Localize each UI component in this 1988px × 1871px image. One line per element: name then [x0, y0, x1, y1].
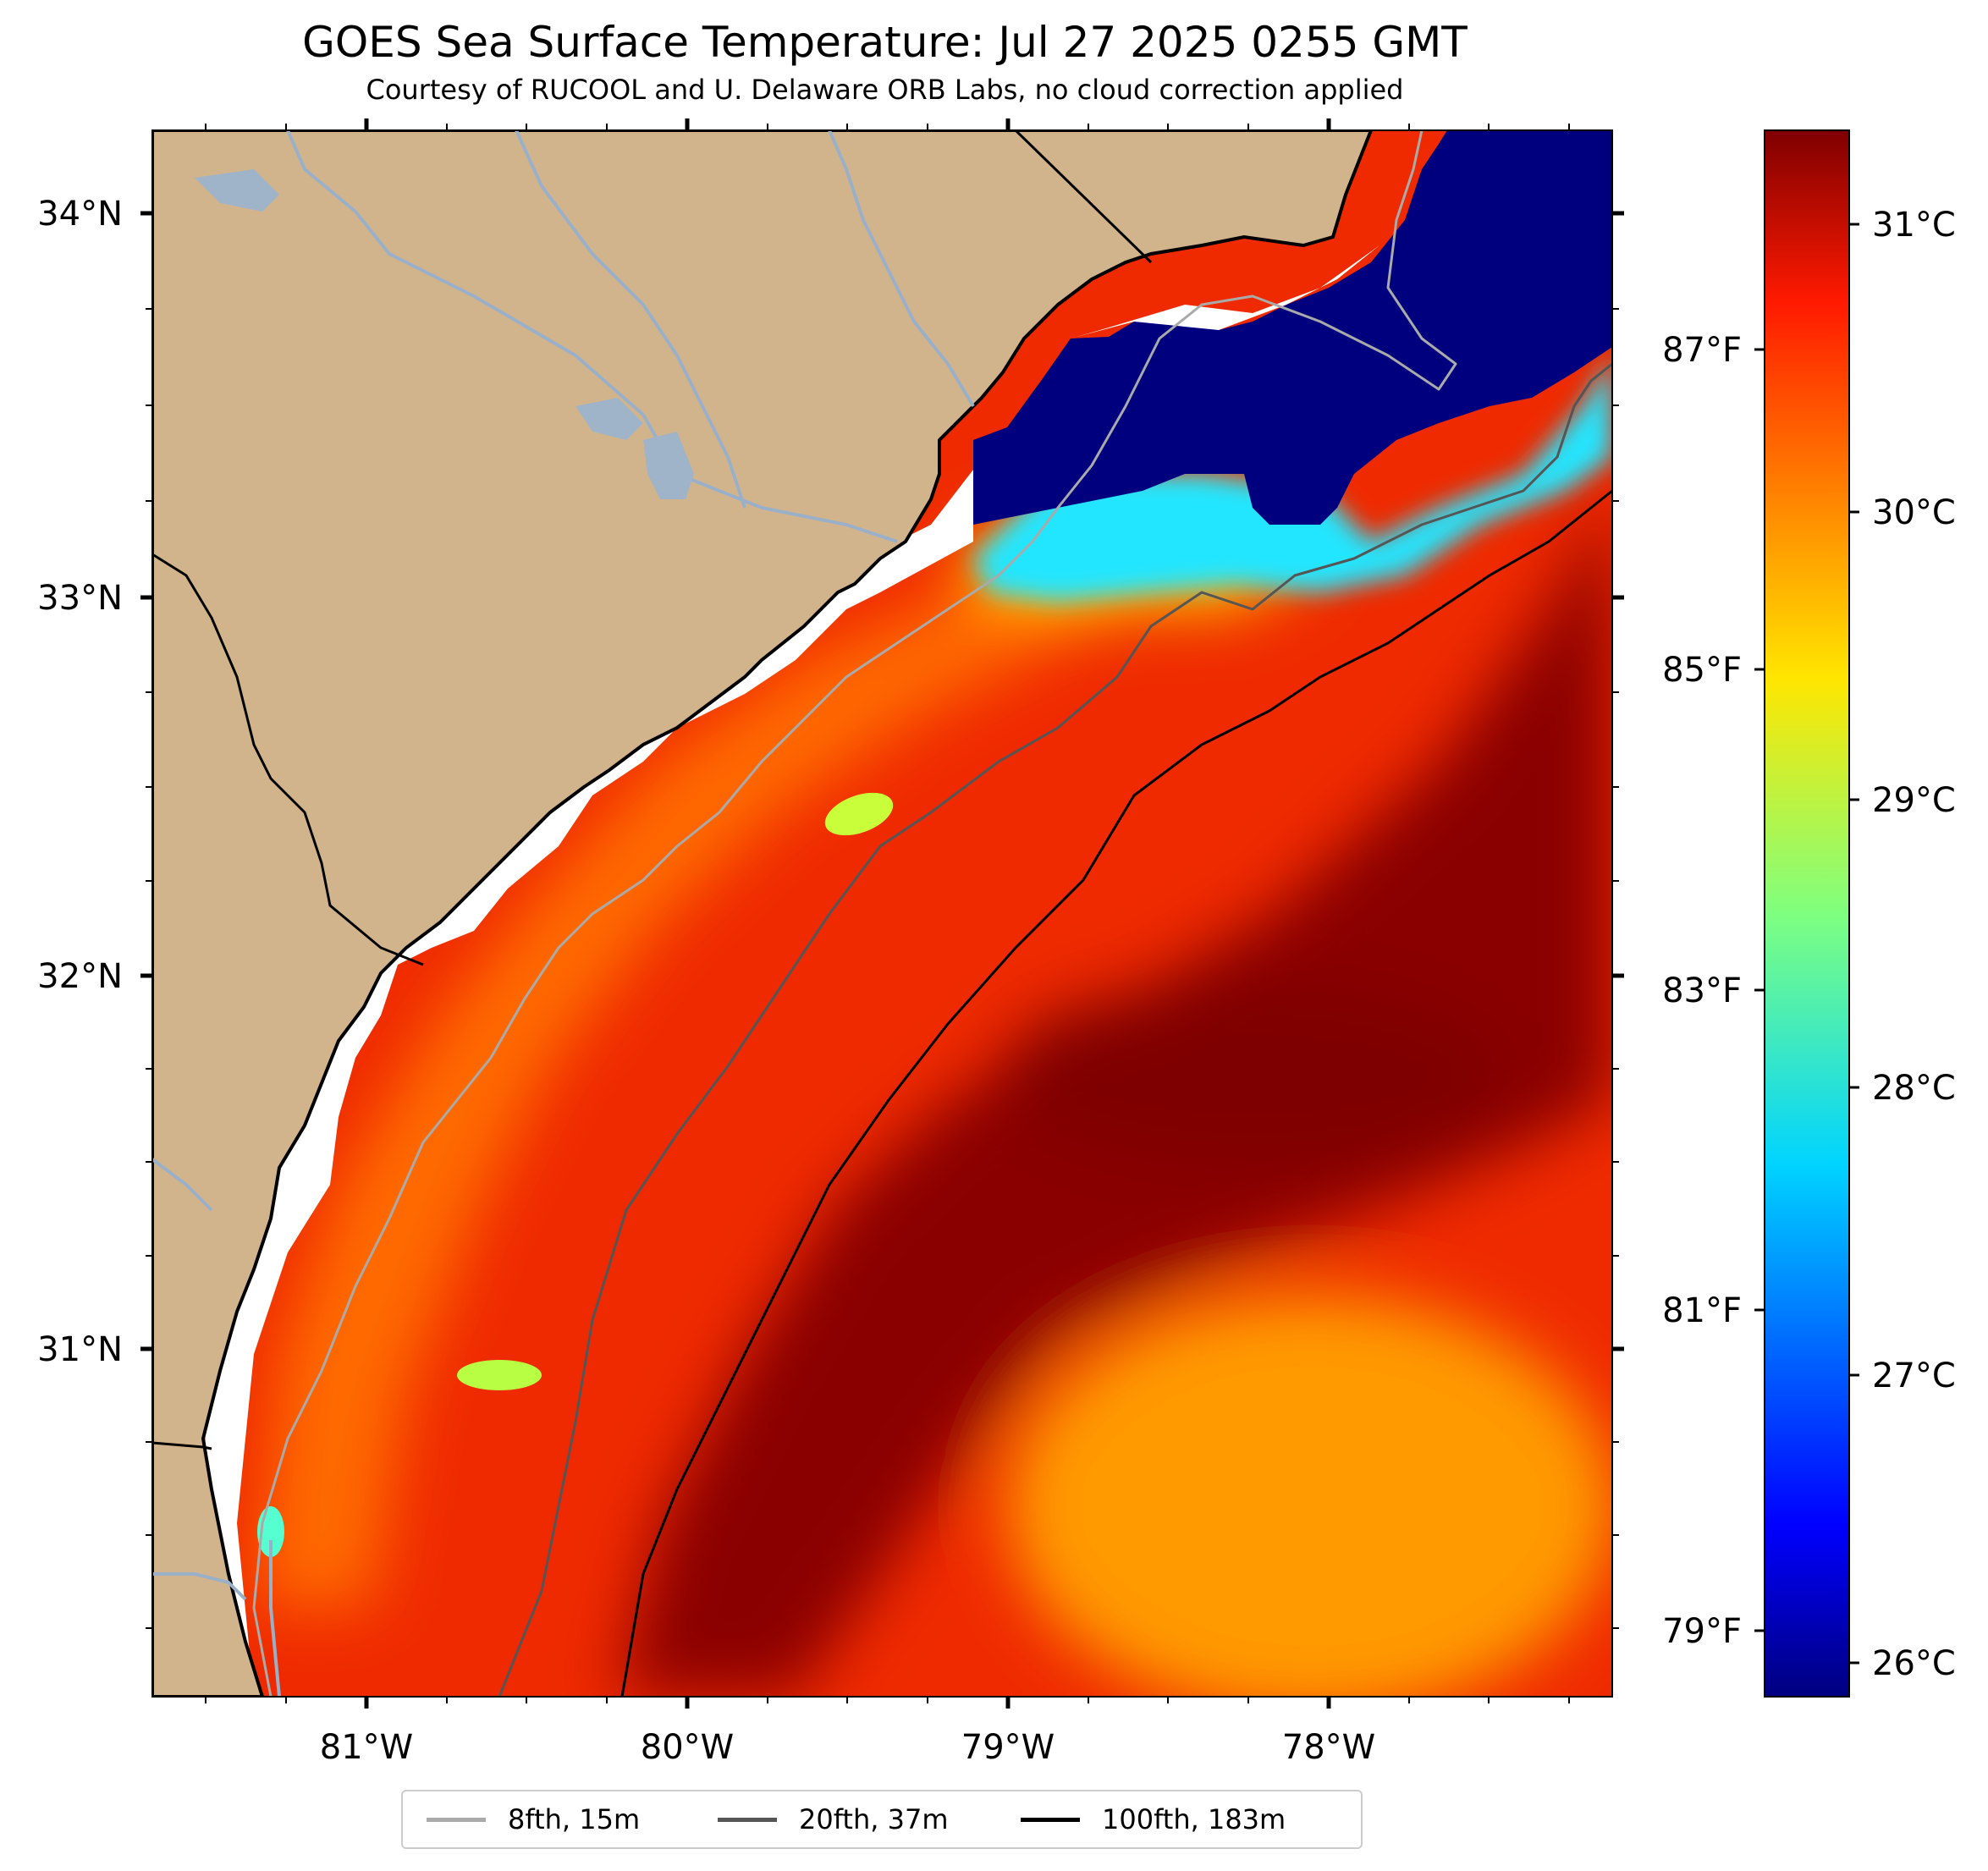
lat-label: 34°N — [37, 195, 123, 234]
fahrenheit-label: 83°F — [1662, 971, 1742, 1010]
lon-label: 78°W — [1282, 1728, 1375, 1767]
state-borders — [152, 130, 1153, 1450]
minor-ticks — [146, 124, 1619, 1703]
celsius-ticks — [1849, 223, 1859, 1665]
lat-label: 33°N — [37, 579, 123, 618]
fahrenheit-label: 81°F — [1662, 1291, 1742, 1330]
celsius-label: 31°C — [1872, 206, 1956, 245]
fahrenheit-label: 85°F — [1662, 651, 1742, 690]
legend-swatch — [718, 1817, 777, 1822]
nodata-patch — [1071, 245, 1379, 338]
celsius-label: 29°C — [1872, 781, 1956, 820]
legend-item-20fth: 20fth, 37m — [718, 1791, 948, 1847]
fahrenheit-label: 87°F — [1662, 331, 1742, 370]
celsius-label: 26°C — [1872, 1644, 1956, 1683]
isobath-8fth — [252, 130, 1457, 1697]
lakes — [195, 169, 694, 499]
legend-item-8fth: 8fth, 15m — [427, 1791, 640, 1847]
rivers — [152, 130, 975, 1697]
celsius-label: 30°C — [1872, 493, 1956, 532]
page-title: GOES Sea Surface Temperature: Jul 27 202… — [302, 18, 1468, 67]
isobath-20fth — [498, 362, 1612, 1697]
isobath-100fth — [620, 489, 1612, 1697]
lon-label: 81°W — [320, 1728, 413, 1767]
isobaths — [252, 130, 1612, 1697]
legend-swatch — [1021, 1817, 1080, 1822]
page-subtitle: Courtesy of RUCOOL and U. Delaware ORB L… — [366, 74, 1404, 106]
map-frame — [151, 129, 1613, 1698]
land — [152, 130, 1374, 1697]
warm-patch — [457, 1360, 542, 1390]
legend-label: 100fth, 183m — [1102, 1803, 1286, 1835]
celsius-label: 28°C — [1872, 1069, 1956, 1108]
lon-label: 79°W — [961, 1728, 1055, 1767]
colorbar — [1764, 129, 1850, 1698]
legend-swatch — [427, 1817, 486, 1822]
isobath-legend: 8fth, 15m 20fth, 37m 100fth, 183m — [401, 1790, 1363, 1849]
legend-label: 8fth, 15m — [508, 1803, 641, 1835]
legend-label: 20fth, 37m — [799, 1803, 949, 1835]
legend-item-100fth: 100fth, 183m — [1021, 1791, 1286, 1847]
lon-label: 80°W — [641, 1728, 734, 1767]
warm-patch — [824, 792, 894, 836]
sst-structures — [254, 491, 1612, 1697]
fahrenheit-ticks — [1754, 348, 1765, 1632]
lat-label: 31°N — [37, 1330, 123, 1369]
cold-core — [973, 130, 1612, 525]
fahrenheit-label: 79°F — [1662, 1612, 1742, 1651]
lat-label: 32°N — [37, 957, 123, 996]
celsius-label: 27°C — [1872, 1356, 1956, 1395]
major-ticks — [140, 118, 1624, 1709]
sst-map — [152, 130, 1612, 1697]
